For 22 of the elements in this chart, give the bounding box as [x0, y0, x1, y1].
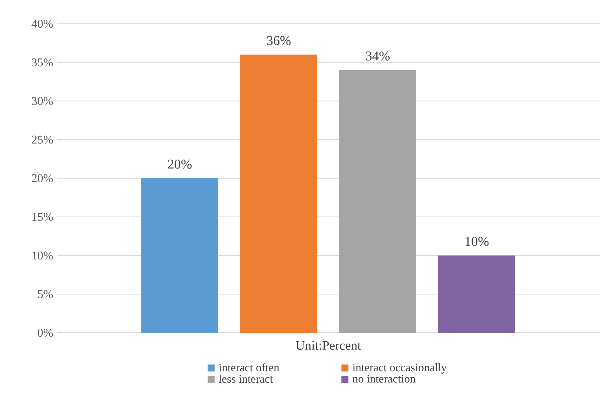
y-tick-label: 20%	[32, 174, 54, 183]
y-tick-label: 40%	[32, 20, 54, 28]
y-tick-label: 30%	[32, 97, 54, 106]
legend-label: less interact	[219, 374, 274, 384]
bar	[240, 54, 318, 333]
data-label: 36%	[267, 36, 291, 46]
y-tick-label: 5%	[38, 290, 54, 298]
data-label: 34%	[366, 52, 390, 61]
bar	[438, 256, 516, 333]
legend-label: no interaction	[352, 375, 416, 383]
y-tick-label: 0%	[38, 328, 54, 338]
data-label: 10%	[466, 237, 489, 246]
bar	[141, 178, 218, 333]
y-tick-label: 35%	[32, 58, 54, 67]
legend-label: interact often	[219, 363, 280, 372]
data-label: 20%	[168, 160, 192, 169]
y-tick-label: 15%	[32, 213, 54, 222]
legend-label: interact occasionally	[352, 364, 448, 374]
y-tick-label: 10%	[32, 252, 54, 260]
bar	[340, 70, 416, 333]
y-tick-label: 25%	[32, 136, 54, 144]
x-axis-title: Unit:Percent	[296, 341, 362, 350]
